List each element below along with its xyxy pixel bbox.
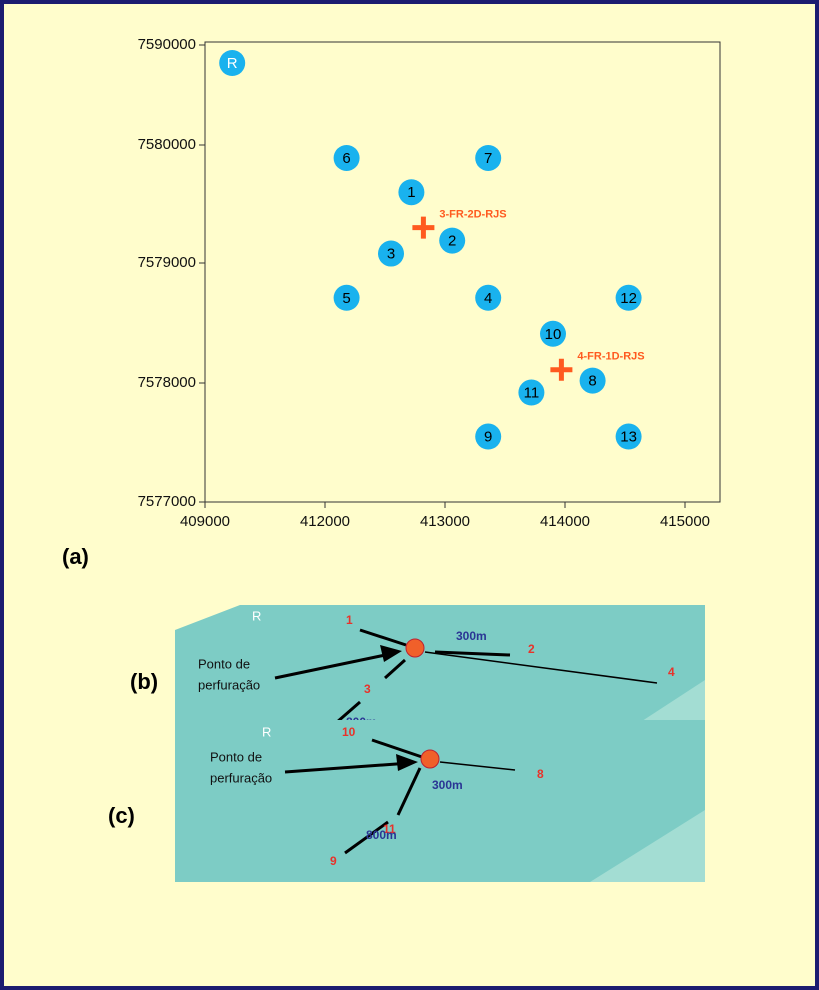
point-label: 13 — [620, 429, 637, 446]
node: 1 — [346, 613, 353, 627]
x-tick-label: 414000 — [540, 513, 590, 530]
well-label: 3-FR-2D-RJS — [439, 209, 506, 221]
pointer-text: Ponto de — [210, 749, 262, 764]
page: (a) (b) R Ponto de perfuração 1 2 3 4 5 … — [0, 0, 819, 990]
y-tick-label: 7590000 — [138, 36, 196, 53]
node: 4 — [668, 665, 675, 679]
point-label: 8 — [588, 373, 596, 390]
drill-point — [406, 639, 424, 657]
point-label: 3 — [387, 246, 395, 263]
reference: R — [252, 608, 261, 623]
y-tick-label: 7580000 — [138, 136, 196, 153]
point-label: 11 — [524, 384, 540, 401]
well-label: 4-FR-1D-RJS — [577, 351, 644, 363]
node: 9 — [330, 854, 337, 868]
panel-label: (c) — [108, 803, 135, 828]
pointer-text: perfuração — [198, 677, 260, 692]
reference: R — [262, 724, 271, 739]
point-label: 9 — [484, 429, 492, 446]
node: 3 — [364, 682, 371, 696]
point-label: 1 — [407, 184, 415, 201]
x-tick-label: 412000 — [300, 513, 350, 530]
distance: 800m — [366, 828, 397, 842]
y-tick-label: 7579000 — [138, 254, 196, 271]
point-label: 2 — [448, 233, 456, 250]
point-label: 5 — [342, 290, 350, 307]
point-label: 12 — [620, 290, 637, 307]
point-label: 4 — [484, 290, 492, 307]
panel-label: (b) — [130, 669, 158, 694]
node: 8 — [537, 767, 544, 781]
point-label: 6 — [342, 150, 350, 167]
x-tick-label: 415000 — [660, 513, 710, 530]
node: 10 — [342, 725, 356, 739]
node: 2 — [528, 642, 535, 656]
x-tick-label: 413000 — [420, 513, 470, 530]
figure: (a) (b) R Ponto de perfuração 1 2 3 4 5 … — [0, 0, 819, 990]
drill-point — [421, 750, 439, 768]
y-tick-label: 7577000 — [138, 493, 196, 510]
point-label: R — [227, 55, 238, 72]
x-tick-label: 409000 — [180, 513, 230, 530]
distance: 300m — [432, 778, 463, 792]
y-tick-label: 7578000 — [138, 374, 196, 391]
panel-label: (a) — [62, 544, 89, 569]
panel-bg — [175, 720, 705, 882]
point-label: 10 — [545, 326, 562, 343]
distance: 300m — [456, 629, 487, 643]
point-label: 7 — [484, 150, 492, 167]
panel-c: (c) R Ponto de perfuração 10 8 11 9 300m… — [108, 720, 705, 882]
pointer-text: Ponto de — [198, 656, 250, 671]
pointer-text: perfuração — [210, 770, 272, 785]
